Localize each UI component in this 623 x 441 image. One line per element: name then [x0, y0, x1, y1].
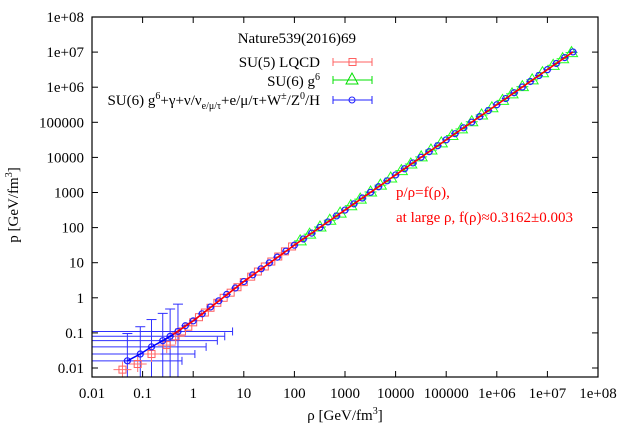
x-tick-label: 1e+06: [478, 386, 516, 402]
legend-sample-su5: [332, 58, 373, 66]
y-axis-ticks: 0.01 0.1 1 10 100 1000 10000 100000 1e+06 1e+07 1e…: [39, 10, 598, 377]
y-tick-label: 1e+08: [46, 10, 84, 26]
y-tick-label: 10: [69, 256, 84, 272]
marker-square: [118, 365, 127, 374]
legend-title: Nature539(2016)69: [238, 31, 356, 47]
y-tick-label: 1e+06: [46, 80, 84, 96]
marker-square: [226, 288, 235, 297]
y-tick-label: 100000: [39, 115, 84, 131]
y-tick-label: 1e+07: [46, 45, 84, 61]
y-axis-label: p [GeV/fm3]: [4, 167, 22, 242]
x-tick-label: 100: [283, 386, 306, 402]
x-tick-label: 1e+08: [579, 386, 617, 402]
legend-label-su5: SU(5) LQCD: [239, 55, 320, 71]
marker-square: [147, 350, 156, 359]
x-tick-label: 1000: [330, 386, 360, 402]
y-tick-label: 1: [77, 291, 85, 307]
x-label-rho: ρ [GeV/fm: [307, 408, 373, 424]
x-label-sup: 3: [373, 406, 378, 417]
data-markers: [118, 45, 579, 374]
y-tick-label: 100: [62, 221, 85, 237]
plot-frame: [91, 16, 599, 378]
y-tick-label: 10000: [47, 150, 85, 166]
annotation-line-1: p/ρ=f(ρ),: [396, 185, 450, 201]
x-tick-label: 10: [236, 386, 251, 402]
legend-label-su6-sm: SU(6) g6+γ+ν/νe/μ/τ+e/μ/τ+W±/Z0/H: [107, 91, 320, 112]
x-axis-ticks: 0.01 0.1 1 10 100 1000 10000 100000 1e+06 1e+07 1e…: [79, 17, 617, 402]
x-axis-label: ρ [GeV/fm3]: [307, 406, 382, 424]
x-tick-label: 0.1: [133, 386, 152, 402]
x-tick-label: 100000: [424, 386, 469, 402]
legend-label-su6: SU(6) g6: [267, 72, 320, 90]
fit-curve: [172, 51, 574, 336]
legend-sample-su6-sm: [332, 96, 373, 104]
marker-square: [133, 360, 142, 369]
annotation-line-2: at large ρ, f(ρ)≈0.3162±0.003: [396, 210, 573, 226]
legend: Nature539(2016)69 SU(5) LQCD SU(6) g6 SU…: [107, 31, 373, 112]
marker-square: [162, 341, 171, 350]
marker-square: [260, 262, 269, 271]
y-tick-label: 1000: [54, 186, 84, 202]
y-tick-label: 0.1: [65, 326, 84, 342]
x-tick-label: 1e+07: [529, 386, 567, 402]
x-tick-label: 10000: [377, 386, 415, 402]
y-tick-label: 0.01: [58, 361, 84, 377]
x-tick-label: 1: [189, 386, 197, 402]
x-tick-label: 0.01: [79, 386, 105, 402]
legend-sample-su6: [332, 71, 373, 85]
